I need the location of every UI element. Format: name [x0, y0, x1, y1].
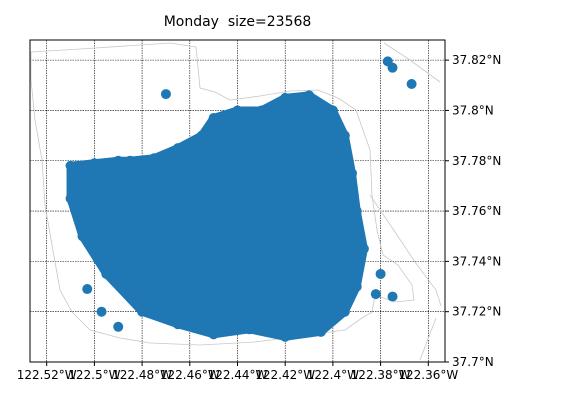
scatter-point [351, 206, 362, 217]
scatter-point [370, 289, 381, 300]
scatter-point [125, 155, 136, 166]
coastline [30, 42, 415, 346]
y-tick-label: 37.82°N [452, 53, 501, 67]
scatter-point [172, 319, 183, 330]
scatter-point [89, 158, 100, 169]
scatter-point [304, 180, 315, 191]
scatter-point [65, 193, 76, 204]
scatter-point [327, 105, 338, 116]
scatter-point [65, 160, 76, 171]
scatter-point [406, 79, 417, 90]
scatter-point [196, 130, 207, 141]
scatter-point [375, 268, 386, 279]
y-tick-label: 37.78°N [452, 154, 501, 168]
scatter-point [280, 331, 291, 342]
dense-point-cloud [66, 91, 368, 341]
scatter-point [339, 130, 350, 141]
coastline-east [369, 42, 442, 361]
scatter-point [113, 155, 124, 166]
x-tick-label: 122.48°W [112, 368, 172, 382]
axis-layer: 122.52°W122.5°W122.48°W122.46°W122.44°W1… [17, 53, 502, 382]
chart-title: Monday size=23568 [163, 14, 312, 30]
scatter-point [137, 243, 148, 254]
scatter-point [172, 143, 183, 154]
scatter-point [96, 306, 107, 317]
x-tick-label: 122.4°W [307, 368, 359, 382]
scatter-point [315, 326, 326, 337]
x-tick-label: 122.36°W [398, 368, 458, 382]
x-tick-label: 122.42°W [255, 368, 315, 382]
scatter-point [339, 306, 350, 317]
scatter-point [113, 321, 124, 332]
scatter-point [149, 153, 160, 164]
x-tick-label: 122.52°W [17, 368, 77, 382]
scatter-point [280, 92, 291, 103]
scatter-point [160, 206, 171, 217]
scatter-point [208, 231, 219, 242]
scatter-point [160, 89, 171, 100]
scatter-point [351, 281, 362, 292]
scatter-point [232, 105, 243, 116]
scatter-point [77, 231, 88, 242]
scatter-point [137, 306, 148, 317]
scatter-point [256, 105, 267, 116]
y-tick-label: 37.7°N [452, 355, 494, 369]
y-tick-label: 37.74°N [452, 254, 501, 268]
x-tick-label: 122.44°W [208, 368, 268, 382]
scatter-point [387, 62, 398, 73]
scatter-point [232, 281, 243, 292]
scatter-point [244, 324, 255, 335]
x-tick-label: 122.38°W [351, 368, 411, 382]
x-tick-label: 122.5°W [68, 368, 120, 382]
scatter-point [256, 206, 267, 217]
scatter-point [101, 268, 112, 279]
scatter-point [82, 284, 93, 295]
data-layer [65, 56, 417, 342]
x-tick-label: 122.46°W [160, 368, 220, 382]
scatter-point [208, 112, 219, 123]
scatter-point [387, 291, 398, 302]
scatter-point [184, 268, 195, 279]
y-tick-label: 37.8°N [452, 103, 494, 117]
scatter-point [280, 256, 291, 267]
scatter-point [304, 90, 315, 101]
scatter-point [346, 168, 357, 179]
map-outline [30, 42, 442, 361]
scatter-point [208, 329, 219, 340]
y-tick-label: 37.76°N [452, 204, 501, 218]
scatter-point [358, 243, 369, 254]
y-tick-label: 37.72°N [452, 305, 501, 319]
